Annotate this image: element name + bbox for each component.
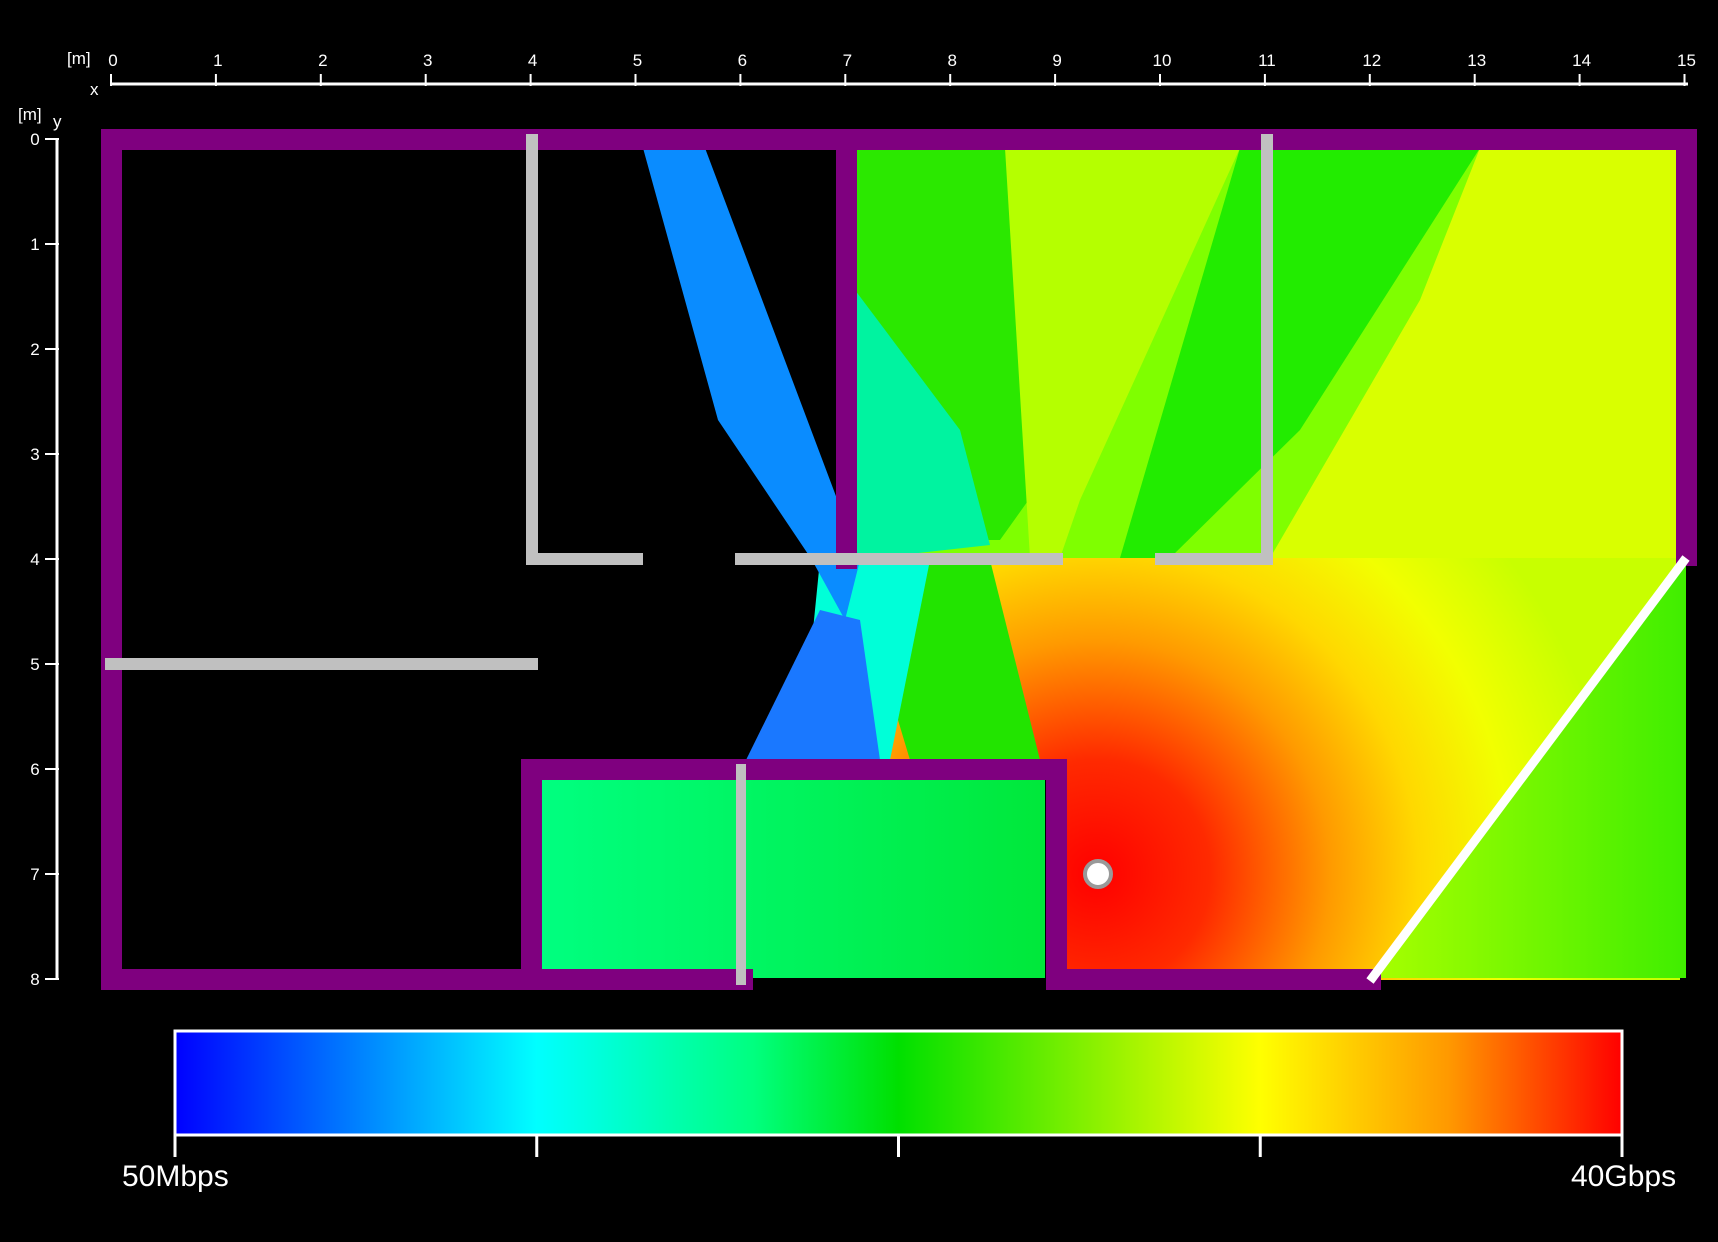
partition-vertical-x6: [736, 764, 746, 985]
x-axis: 0 1 2 3 4 5 6 7 8 9 10 11 12 13 14 15 [m] x: [67, 49, 1696, 99]
x-tick-label: 3: [423, 51, 432, 70]
x-tick-label: 0: [108, 51, 117, 70]
y-axis-unit: [m]: [18, 105, 42, 124]
y-tick-label: 5: [30, 655, 39, 674]
wall-room2-top: [521, 759, 1067, 780]
colorbar: [173, 1029, 1624, 1157]
x-tick-label: 8: [947, 51, 956, 70]
heat-upper-green-wedge2: [1120, 148, 1480, 558]
y-tick-label: 6: [30, 760, 39, 779]
x-tick-label: 11: [1258, 51, 1276, 70]
y-tick-label: 7: [30, 865, 39, 884]
colorbar-ticks: [173, 1135, 1624, 1157]
partition-h-y5: [105, 658, 538, 670]
wall-bottom-right: [1046, 969, 1381, 990]
wall-outer-right: [1676, 129, 1697, 566]
wall-bottom-middle: [521, 969, 753, 990]
x-tick-label: 9: [1052, 51, 1061, 70]
x-tick-label: 12: [1362, 51, 1381, 70]
x-tick-label: 10: [1153, 51, 1172, 70]
y-axis-name: y: [53, 112, 62, 131]
partition-vertical-x11: [1261, 134, 1273, 565]
y-tick-label: 1: [30, 235, 39, 254]
heat-blue-fan: [746, 610, 880, 760]
partition-h-y4-b: [735, 553, 1063, 565]
x-tick-label: 7: [843, 51, 852, 70]
y-axis: 0 1 2 3 4 5 6 7 8 [m] y: [18, 105, 62, 989]
partition-h-y4-c: [1155, 553, 1273, 565]
wall-room-divider: [836, 129, 857, 569]
x-tick-label: 2: [318, 51, 327, 70]
heat-upper-yellowgreen-wedge: [1005, 148, 1240, 558]
wall-room2-right: [1046, 759, 1067, 989]
heat-blue-beam: [643, 148, 860, 620]
access-point-marker[interactable]: [1083, 859, 1113, 889]
partition-h-y4-a: [526, 553, 643, 565]
x-tick-label: 15: [1677, 51, 1696, 70]
x-tick-label: 4: [528, 51, 537, 70]
diagonal-wall: [1366, 555, 1690, 984]
x-tick-label: 6: [738, 51, 747, 70]
heat-upper-cyan-wedge: [855, 290, 990, 560]
wall-bottom-left: [101, 969, 522, 990]
partition-vertical-x4: [526, 134, 538, 565]
wall-outer-top: [101, 129, 1696, 150]
colorbar-max-label: 40Gbps: [1571, 1160, 1677, 1193]
y-tick-label: 8: [30, 970, 39, 989]
colorbar-min-label: 50Mbps: [122, 1160, 229, 1193]
y-tick-label: 4: [30, 550, 39, 569]
x-axis-unit: [m]: [67, 49, 91, 68]
partitions: [105, 134, 1273, 985]
heat-upper-right-yellow: [1270, 148, 1680, 558]
x-tick-label: 5: [633, 51, 642, 70]
x-axis-ticks: 0 1 2 3 4 5 6 7 8 9 10 11 12 13 14 15: [108, 51, 1696, 86]
wall-room2-left: [521, 759, 542, 989]
heatmap-layer: [540, 148, 1686, 990]
y-axis-ticks: 0 1 2 3 4 5 6 7 8: [30, 130, 59, 989]
wall-outer-left: [101, 129, 122, 990]
x-tick-label: 13: [1467, 51, 1486, 70]
heat-lower-room: [540, 780, 1045, 978]
x-axis-name: x: [90, 80, 99, 99]
y-tick-label: 2: [30, 340, 39, 359]
x-tick-label: 1: [213, 51, 222, 70]
x-tick-label: 14: [1572, 51, 1591, 70]
y-tick-label: 3: [30, 445, 39, 464]
colorbar-gradient: [173, 1029, 1624, 1137]
walls: [101, 129, 1697, 990]
y-tick-label: 0: [30, 130, 39, 149]
